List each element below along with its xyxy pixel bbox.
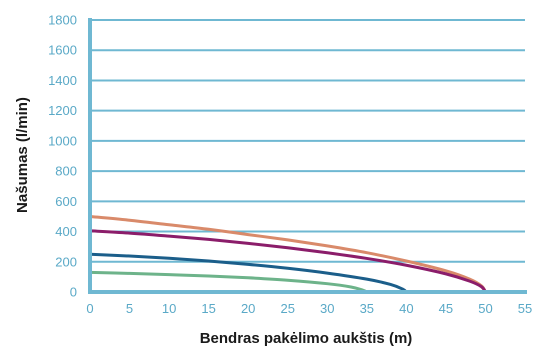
y-tick-label: 1400	[48, 73, 77, 88]
x-axis-title: Bendras pakėlimo aukštis (m)	[200, 330, 413, 347]
y-tick-label: 1600	[48, 43, 77, 58]
y-tick-label: 1800	[48, 13, 77, 28]
series-line-4	[88, 270, 369, 294]
x-tick-label: 10	[162, 301, 176, 316]
x-tick-label: 0	[86, 301, 93, 316]
y-tick-label: 200	[55, 254, 77, 269]
y-tick-label: 600	[55, 194, 77, 209]
y-tick-label: 400	[55, 224, 77, 239]
y-tick-label: 800	[55, 164, 77, 179]
series-lines	[88, 214, 487, 294]
y-tick-label: 1200	[48, 103, 77, 118]
x-tick-label: 30	[320, 301, 334, 316]
series-line-3	[88, 252, 408, 294]
x-tick-labels: 0 5 10 15 20 25 30 35 40 45 50 55	[86, 301, 532, 316]
x-tick-label: 50	[478, 301, 492, 316]
y-tick-label: 0	[70, 285, 77, 300]
x-tick-label: 20	[241, 301, 255, 316]
series-line-2	[88, 229, 487, 294]
y-tick-label: 1000	[48, 133, 77, 148]
x-tick-label: 35	[360, 301, 374, 316]
x-tick-label: 45	[439, 301, 453, 316]
x-tick-label: 40	[399, 301, 413, 316]
y-tick-labels: 0 200 400 600 800 1000 1200 1400 1600 1800	[48, 13, 77, 300]
x-tick-label: 55	[518, 301, 532, 316]
x-tick-label: 15	[201, 301, 215, 316]
grid-lines	[90, 19, 525, 263]
x-tick-label: 25	[280, 301, 294, 316]
series-line-1	[88, 214, 487, 294]
axes	[88, 18, 527, 294]
y-axis-title: Našumas (l/min)	[14, 97, 31, 213]
x-tick-label: 5	[126, 301, 133, 316]
